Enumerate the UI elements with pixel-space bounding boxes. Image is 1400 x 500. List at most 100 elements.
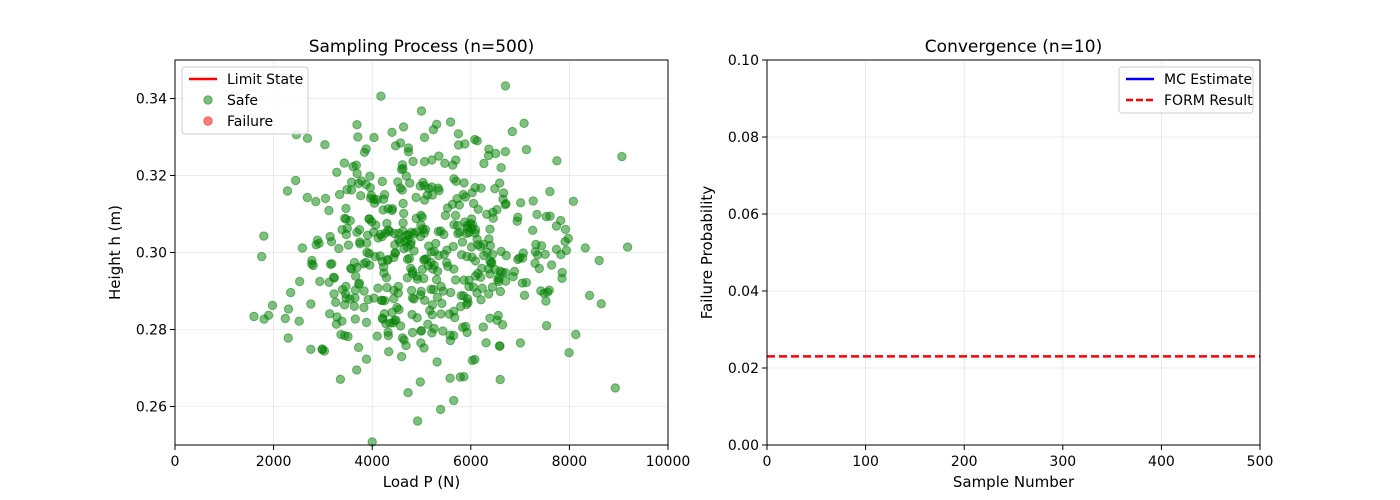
safe-sample-point [352,365,362,375]
safe-sample-point [416,220,426,230]
safe-sample-point [352,120,362,130]
safe-sample-point [456,291,466,301]
safe-sample-point [459,178,469,188]
safe-sample-point [331,319,342,329]
safe-sample-point [307,255,317,266]
safe-sample-point [546,260,557,270]
safe-sample-point [452,220,463,231]
sampling-y-tick-label: 0.30 [136,246,167,262]
safe-sample-point [382,255,393,265]
safe-sample-point [460,321,471,332]
safe-sample-point [556,215,566,226]
safe-sample-point [436,309,446,319]
sampling-y-tick-label: 0.28 [136,323,167,339]
safe-sample-point [449,395,459,406]
legend-entry-label: MC Estimate [1164,72,1252,88]
sampling-y-tick-label: 0.32 [136,169,167,185]
safe-sample-point [336,329,346,340]
safe-sample-point [434,185,444,196]
sampling-chart-title: Sampling Process (n=500) [309,37,535,57]
safe-sample-point [492,315,502,325]
safe-sample-point [415,377,425,387]
safe-sample-point [257,251,267,262]
safe-sample-point [622,242,633,252]
safe-sample-point [545,186,555,197]
safe-sample-point [519,118,529,129]
safe-sample-point [466,242,477,252]
safe-sample-point [452,194,462,204]
safe-sample-point [532,209,542,220]
convergence-y-tick-label: 0.02 [728,361,759,377]
safe-sample-point [521,144,532,155]
safe-sample-point [421,254,432,264]
safe-sample-point [464,227,474,238]
safe-sample-point [396,164,407,175]
safe-sample-point [488,213,498,223]
safe-sample-point [476,183,486,193]
safe-sample-point [472,288,482,298]
safe-sample-point [356,191,366,201]
safe-sample-point [475,241,486,252]
safe-sample-point [361,144,371,154]
safe-sample-point [334,189,345,200]
safe-sample-point [431,275,442,285]
safe-sample-point [416,286,426,297]
safe-sample-point [436,281,446,292]
legend-entry-label: FORM Result [1164,93,1253,109]
safe-sample-point [416,326,426,336]
sampling-x-tick-label: 6000 [453,454,489,470]
safe-sample-point [398,198,408,209]
safe-sample-point [408,156,418,167]
safe-sample-point [617,151,627,162]
safe-sample-point [411,213,421,224]
safe-sample-point [412,416,423,426]
convergence-y-tick-label: 0.04 [728,284,759,300]
safe-sample-point [427,300,438,310]
safe-sample-point [485,256,495,266]
safe-sample-point [382,282,392,293]
safe-sample-point [399,244,409,254]
legend-entry-label: Limit State [227,72,303,88]
safe-sample-point [377,295,388,306]
safe-sample-point [479,158,489,169]
safe-sample-point [283,333,293,343]
safe-sample-point [494,276,504,287]
safe-sample-point [500,147,511,157]
safe-sample-point [335,374,346,384]
safe-sample-point [320,193,331,204]
convergence-y-axis-label: Failure Probability [698,186,716,320]
legend-marker-swatch [203,95,213,105]
safe-sample-point [473,268,483,279]
safe-sample-point [432,119,442,130]
safe-sample-point [350,314,360,324]
safe-sample-point [419,132,430,143]
safe-sample-point [429,260,439,270]
safe-sample-point [286,287,296,298]
safe-sample-point [542,287,553,297]
safe-sample-point [476,295,486,305]
safe-sample-point [259,314,269,324]
safe-sample-point [376,91,386,101]
safe-sample-point [390,240,400,250]
convergence-x-tick-label: 100 [852,454,879,470]
safe-sample-point [528,196,538,206]
safe-sample-point [411,192,421,203]
safe-sample-point [324,205,334,216]
safe-sample-point [403,388,413,398]
safe-sample-point [378,194,389,204]
safe-sample-point [267,300,278,311]
safe-sample-point [515,338,526,348]
safe-sample-point [531,239,541,250]
sampling-scatter-chart: 0 2000 4000 6000 8000 10000 0.26 0.28 0.30 0.32 0.… [106,37,690,491]
safe-sample-point [494,341,505,351]
safe-sample-point [412,313,422,323]
convergence-x-tick-label: 400 [1148,454,1175,470]
safe-sample-point [519,290,530,300]
safe-sample-point [311,240,321,250]
safe-sample-point [397,185,407,195]
safe-sample-point [379,268,389,278]
safe-sample-point [365,183,375,193]
safe-sample-point [450,312,460,323]
safe-sample-point [407,327,418,338]
safe-sample-point [317,344,327,354]
